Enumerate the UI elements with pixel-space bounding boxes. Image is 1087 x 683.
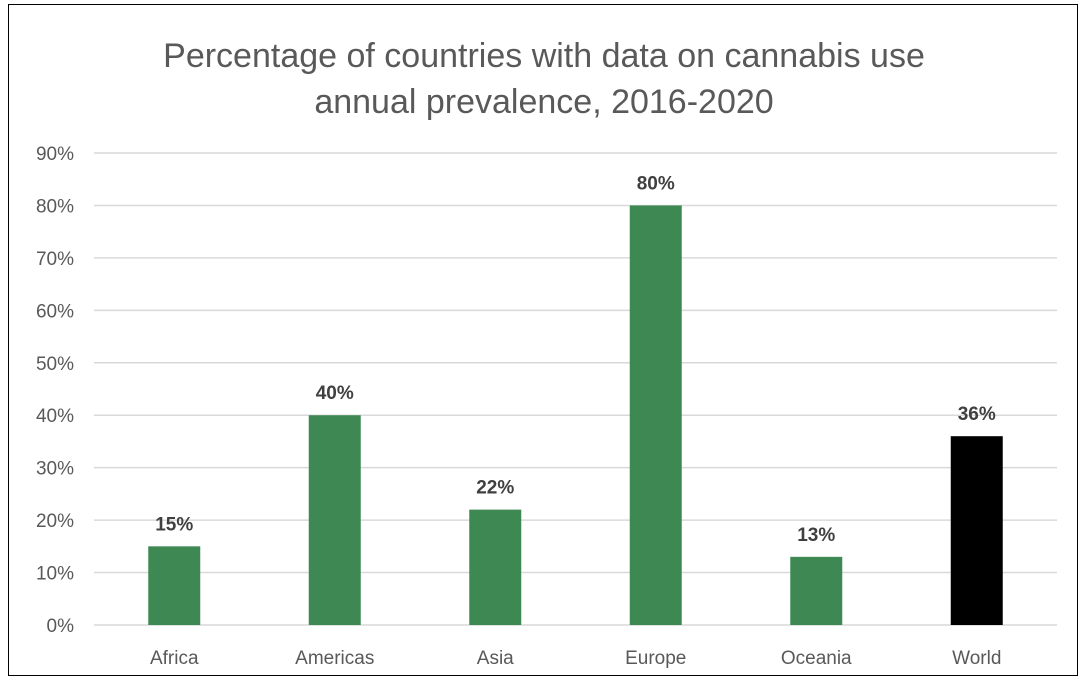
data-label: 15% [155, 514, 193, 535]
data-label: 40% [316, 383, 354, 404]
y-tick-label: 60% [36, 301, 74, 322]
y-tick-label: 30% [36, 459, 74, 480]
data-label: 22% [476, 478, 514, 499]
x-tick-label: Americas [295, 648, 374, 669]
bar-europe [629, 205, 682, 625]
data-label: 36% [958, 404, 996, 425]
data-label: 80% [637, 173, 675, 194]
y-tick-label: 50% [36, 354, 74, 375]
bar-asia [469, 509, 522, 625]
chart-title-line-1: Percentage of countries with data on can… [163, 37, 925, 75]
y-tick-label: 70% [36, 249, 74, 270]
y-tick-label: 20% [36, 511, 74, 532]
chart-title: Percentage of countries with data on can… [9, 33, 1079, 125]
x-tick-label: Oceania [781, 648, 852, 669]
y-tick-label: 10% [36, 564, 74, 585]
x-tick-label: Asia [477, 648, 514, 669]
bar-oceania [790, 556, 843, 625]
y-tick-label: 90% [36, 144, 74, 165]
y-tick-label: 0% [47, 616, 75, 637]
x-tick-label: Africa [150, 648, 199, 669]
chart-title-line-2: annual prevalence, 2016-2020 [314, 83, 774, 121]
y-tick-label: 40% [36, 406, 74, 427]
x-tick-label: Europe [625, 648, 686, 669]
data-label: 13% [797, 525, 835, 546]
bar-world [950, 436, 1003, 625]
y-tick-label: 80% [36, 196, 74, 217]
chart-frame: Percentage of countries with data on can… [8, 4, 1078, 676]
bar-africa [148, 546, 201, 625]
bar-chart-plot: 0% 10% 20% 30% 40% 50% 60% 70% 80% 90% 15% Africa 40… [36, 144, 1057, 669]
bar-americas [308, 415, 361, 625]
x-tick-label: World [952, 648, 1001, 669]
